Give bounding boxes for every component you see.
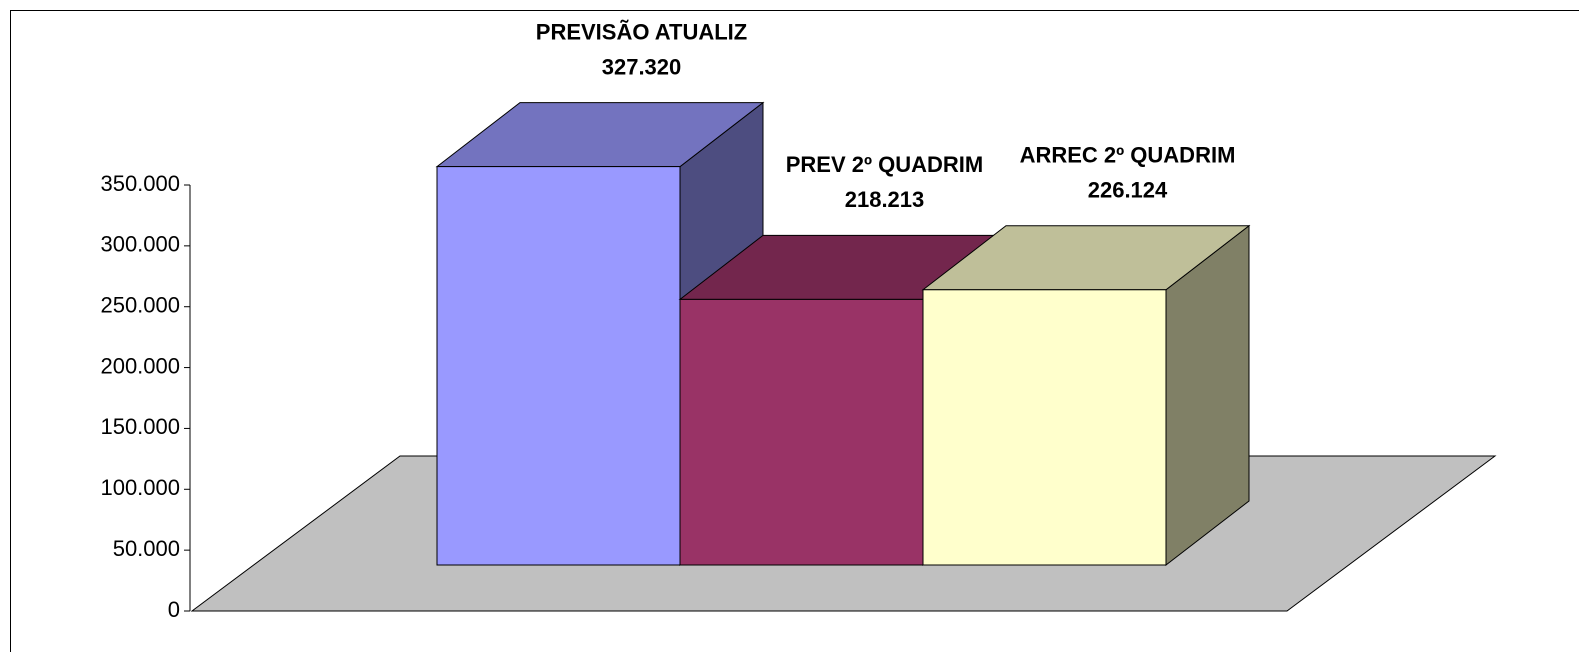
category-label: ARREC 2º QUADRIM bbox=[1020, 143, 1236, 168]
y-tick-label: 200.000 bbox=[100, 353, 180, 378]
bar bbox=[436, 166, 681, 566]
y-tick-label: 0 bbox=[168, 597, 180, 622]
value-label: 218.213 bbox=[845, 187, 925, 212]
value-label: 226.124 bbox=[1088, 178, 1168, 203]
value-label: 327.320 bbox=[602, 54, 682, 79]
y-tick-label: 150.000 bbox=[100, 414, 180, 439]
y-tick-label: 50.000 bbox=[113, 536, 180, 561]
y-tick-label: 300.000 bbox=[100, 232, 180, 257]
y-tick-label: 100.000 bbox=[100, 475, 180, 500]
category-label: PREVISÃO ATUALIZ bbox=[536, 19, 747, 44]
bar bbox=[679, 298, 924, 566]
y-tick-label: 350.000 bbox=[100, 171, 180, 196]
y-tick-label: 250.000 bbox=[100, 293, 180, 318]
category-label: PREV 2º QUADRIM bbox=[786, 152, 984, 177]
bar bbox=[922, 289, 1167, 566]
